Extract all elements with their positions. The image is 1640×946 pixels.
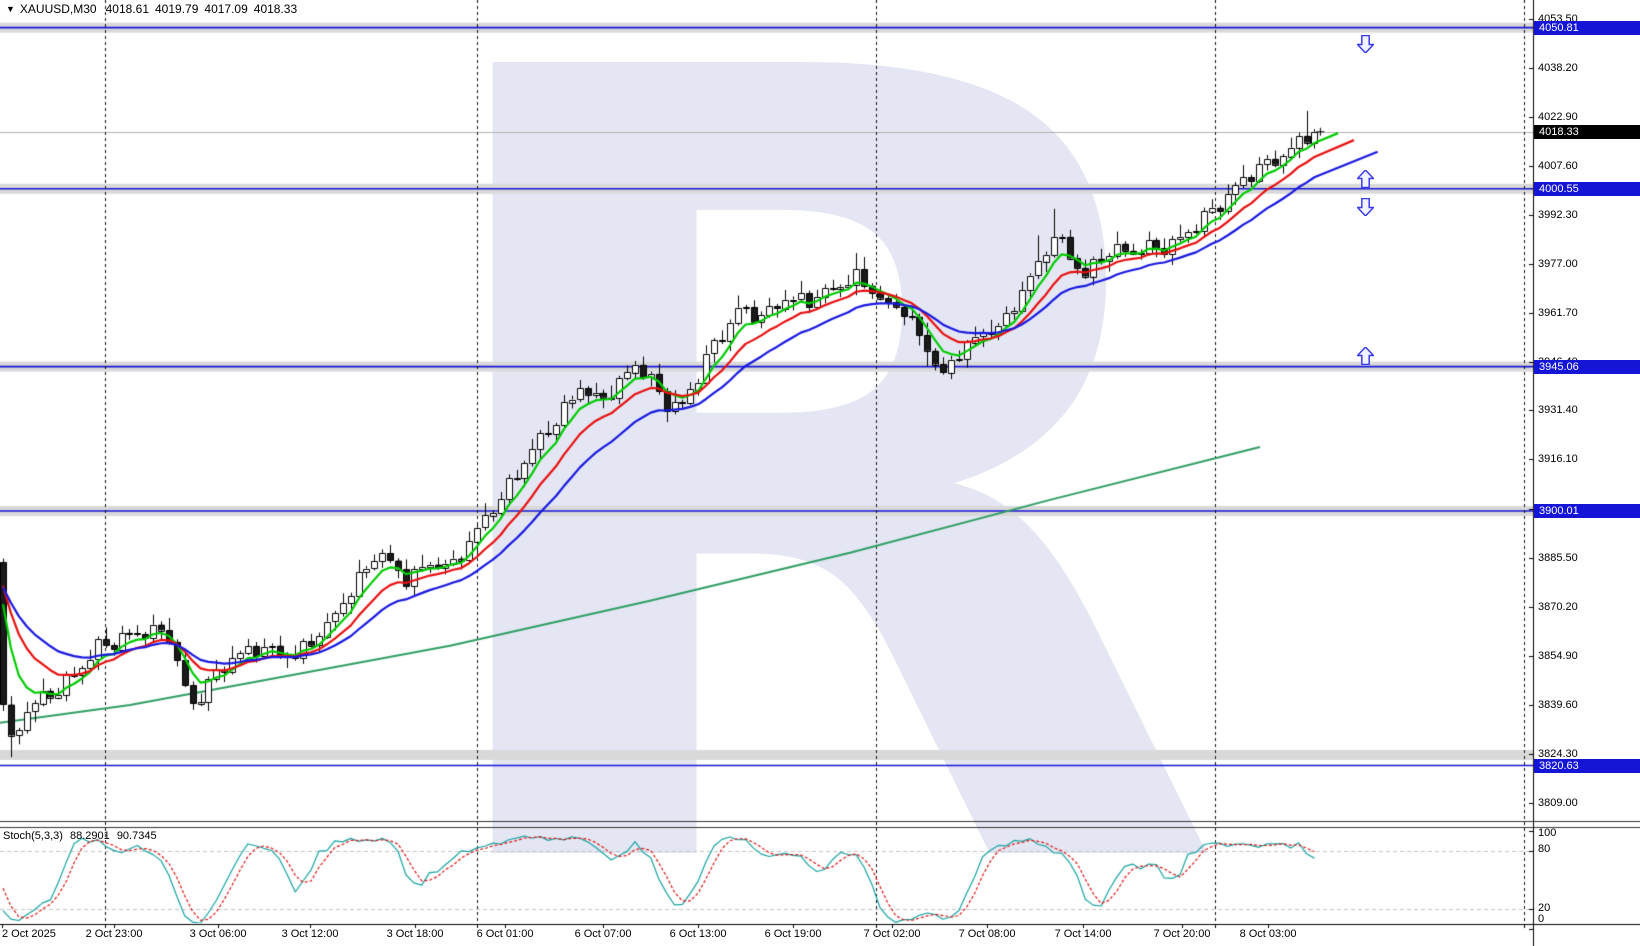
stochastic-scale-label: 100 [1538, 827, 1557, 839]
price-tick-label: 3916.10 [1538, 453, 1578, 466]
level-price-badge: 3900.01 [1534, 504, 1640, 519]
time-axis-label: 7 Oct 14:00 [1054, 928, 1112, 940]
price-tick-label: 3931.40 [1538, 404, 1578, 417]
price-tick-label: 3839.60 [1538, 698, 1578, 711]
level-price-badge: 3945.06 [1534, 359, 1640, 374]
arrow-down-icon[interactable] [1355, 197, 1376, 218]
price-tick-label: 3854.90 [1538, 649, 1578, 662]
time-axis-label: 6 Oct 19:00 [764, 928, 822, 940]
price-tick-label: 3809.00 [1538, 796, 1578, 809]
time-axis-label: 8 Oct 03:00 [1239, 928, 1297, 940]
level-price-badge: 4000.55 [1534, 181, 1640, 196]
time-axis-label: 2 Oct 2025 [2, 928, 56, 940]
time-axis-label: 3 Oct 18:00 [386, 928, 444, 940]
symbol-timeframe-label: XAUUSD,M30 [19, 2, 97, 16]
stochastic-indicator-label: Stoch(5,3,3) 88.2901 90.7345 [3, 830, 161, 842]
symbol-dropdown-icon[interactable]: ▼ [6, 4, 15, 14]
stochastic-d-value: 90.7345 [116, 830, 157, 842]
ohlc-open-value: 4018.61 [105, 2, 149, 16]
level-price-badge: 3820.63 [1534, 758, 1640, 773]
price-tick-label: 3885.50 [1538, 551, 1578, 564]
time-axis-label: 6 Oct 01:00 [476, 928, 534, 940]
time-axis-label: 7 Oct 02:00 [863, 928, 921, 940]
price-tick-label: 4022.90 [1538, 111, 1578, 124]
time-axis-label: 2 Oct 23:00 [85, 928, 143, 940]
price-tick-label: 3824.30 [1538, 747, 1578, 760]
arrow-down-icon[interactable] [1355, 34, 1376, 55]
price-tick-label: 3961.70 [1538, 307, 1578, 320]
price-tick-label: 4007.60 [1538, 160, 1578, 173]
arrow-up-icon[interactable] [1355, 168, 1376, 189]
ohlc-high-value: 4019.79 [155, 2, 199, 16]
stochastic-k-value: 88.2901 [69, 830, 110, 842]
time-axis-label: 3 Oct 06:00 [189, 928, 247, 940]
stochastic-scale-label: 80 [1538, 843, 1551, 855]
price-tick-label: 3977.00 [1538, 258, 1578, 271]
stochastic-scale-label: 0 [1538, 913, 1545, 925]
ohlc-close-value: 4018.33 [253, 2, 298, 16]
time-axis-label: 7 Oct 20:00 [1153, 928, 1211, 940]
price-tick-label: 3870.20 [1538, 600, 1578, 613]
price-tick-label: 4038.20 [1538, 62, 1578, 75]
chart-title-bar: ▼ XAUUSD,M30 4018.61 4019.79 4017.09 401… [6, 2, 297, 16]
ohlc-low-value: 4017.09 [204, 2, 248, 16]
time-axis-label: 3 Oct 12:00 [281, 928, 339, 940]
time-axis-label: 6 Oct 07:00 [574, 928, 632, 940]
time-axis-label: 6 Oct 13:00 [669, 928, 727, 940]
current-price-badge: 4018.33 [1534, 124, 1640, 139]
stochastic-scale-label: 20 [1538, 902, 1551, 914]
price-tick-label: 3992.30 [1538, 209, 1578, 222]
time-axis-label: 7 Oct 08:00 [958, 928, 1016, 940]
arrow-up-icon[interactable] [1355, 345, 1376, 366]
level-price-badge: 4050.81 [1534, 20, 1640, 35]
stochastic-name: Stoch(5,3,3) [3, 830, 63, 842]
